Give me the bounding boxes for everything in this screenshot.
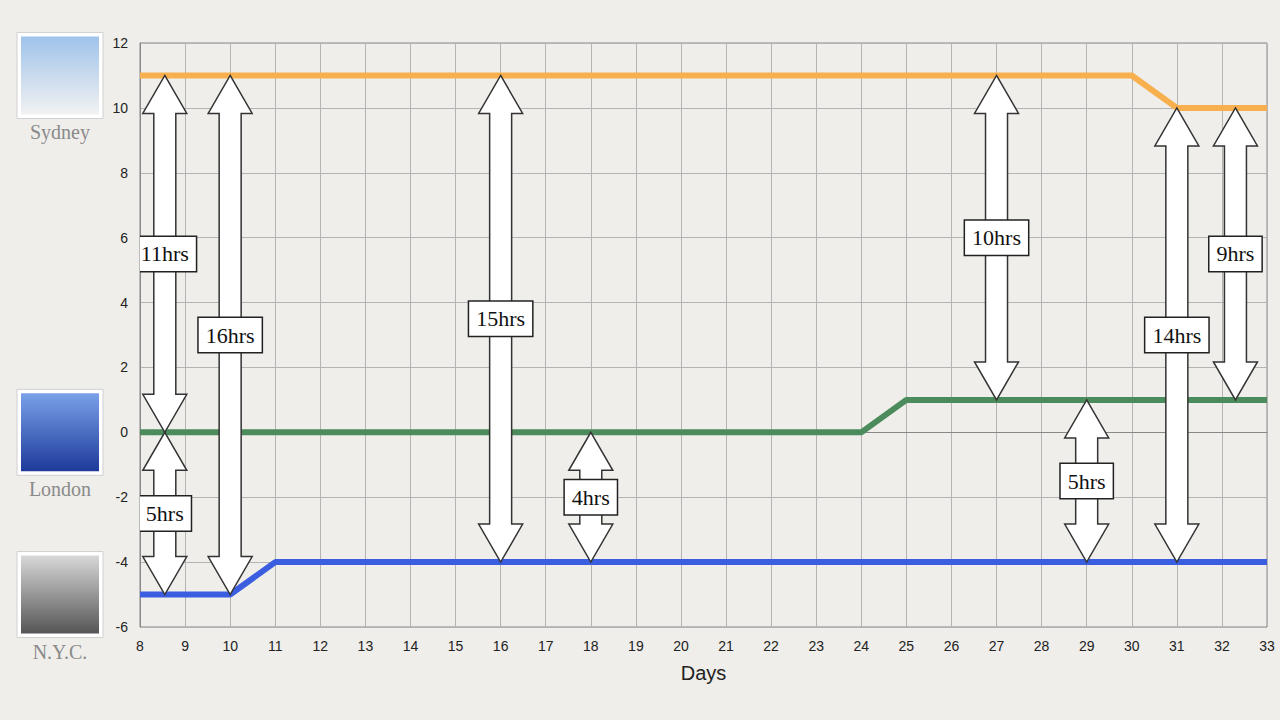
- svg-text:-2: -2: [116, 489, 129, 505]
- svg-text:12: 12: [313, 638, 329, 654]
- svg-text:Sydney: Sydney: [30, 121, 90, 144]
- svg-text:16: 16: [493, 638, 509, 654]
- svg-text:11: 11: [268, 638, 283, 654]
- svg-text:6: 6: [120, 230, 128, 246]
- svg-text:4hrs: 4hrs: [572, 485, 610, 510]
- svg-text:28: 28: [1034, 638, 1050, 654]
- svg-text:18: 18: [583, 638, 599, 654]
- svg-text:25: 25: [899, 638, 915, 654]
- svg-text:8: 8: [136, 638, 144, 654]
- svg-text:21: 21: [718, 638, 734, 654]
- svg-text:0: 0: [120, 424, 128, 440]
- svg-text:N.Y.C.: N.Y.C.: [33, 641, 88, 663]
- svg-text:19: 19: [628, 638, 644, 654]
- svg-text:16hrs: 16hrs: [206, 323, 255, 348]
- svg-text:15hrs: 15hrs: [476, 306, 525, 331]
- svg-text:20: 20: [673, 638, 689, 654]
- svg-text:14: 14: [403, 638, 419, 654]
- svg-text:14hrs: 14hrs: [1152, 323, 1201, 348]
- svg-text:12: 12: [112, 35, 128, 51]
- svg-text:33: 33: [1259, 638, 1275, 654]
- svg-text:10hrs: 10hrs: [972, 225, 1021, 250]
- svg-text:Days: Days: [681, 662, 727, 684]
- svg-text:27: 27: [989, 638, 1005, 654]
- svg-text:10: 10: [112, 100, 128, 116]
- svg-text:5hrs: 5hrs: [146, 501, 184, 526]
- svg-text:17: 17: [538, 638, 554, 654]
- svg-text:15: 15: [448, 638, 464, 654]
- svg-text:4: 4: [120, 295, 128, 311]
- svg-text:-4: -4: [116, 554, 129, 570]
- svg-text:11hrs: 11hrs: [141, 241, 189, 266]
- svg-text:5hrs: 5hrs: [1068, 469, 1106, 494]
- svg-text:London: London: [29, 478, 91, 500]
- svg-text:8: 8: [120, 165, 128, 181]
- svg-text:22: 22: [763, 638, 779, 654]
- svg-text:2: 2: [120, 359, 128, 375]
- svg-text:30: 30: [1124, 638, 1140, 654]
- svg-text:23: 23: [808, 638, 824, 654]
- svg-text:29: 29: [1079, 638, 1095, 654]
- svg-text:9: 9: [181, 638, 189, 654]
- svg-text:31: 31: [1169, 638, 1185, 654]
- svg-text:26: 26: [944, 638, 960, 654]
- svg-text:24: 24: [853, 638, 869, 654]
- svg-text:-6: -6: [116, 619, 129, 635]
- svg-text:10: 10: [222, 638, 238, 654]
- svg-text:13: 13: [358, 638, 374, 654]
- svg-text:9hrs: 9hrs: [1216, 241, 1254, 266]
- svg-text:32: 32: [1214, 638, 1230, 654]
